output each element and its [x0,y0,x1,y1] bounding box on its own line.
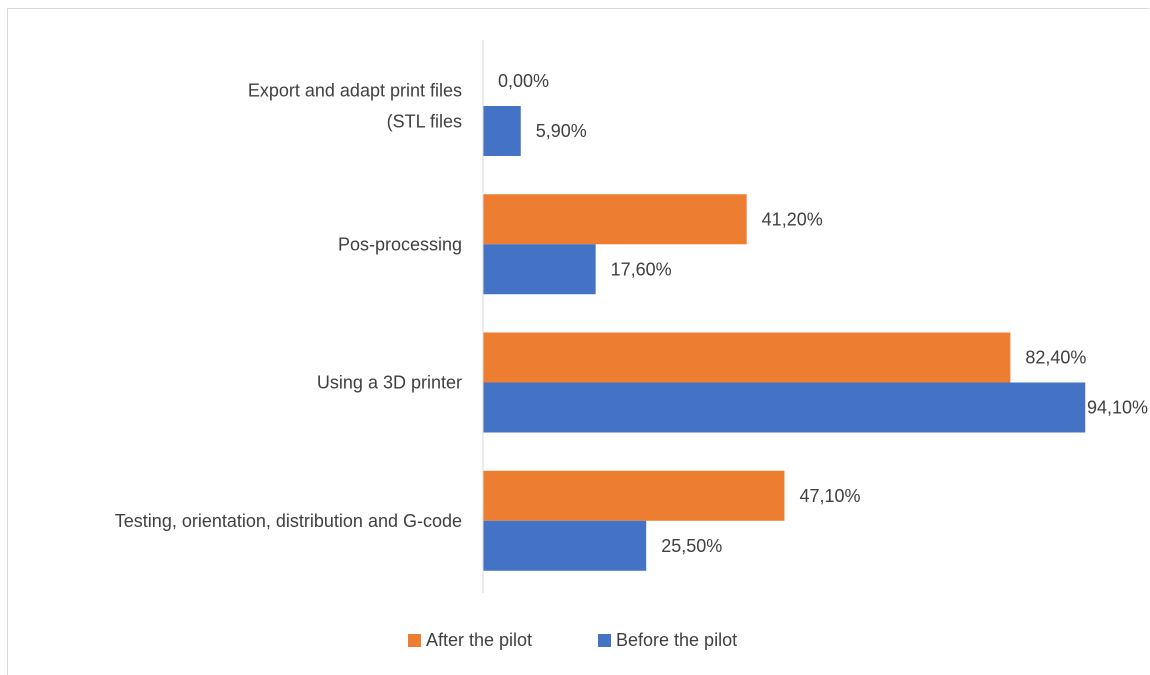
data-label: 17,60% [611,259,672,279]
bars [483,106,1086,571]
category-label: Pos-processing [338,234,462,254]
data-label: 82,40% [1025,348,1086,368]
bar [483,244,596,295]
category-label: Export and adapt print files [248,81,462,101]
legend-entry: After the pilot [426,630,532,650]
bar [483,332,1011,383]
bar [483,382,1086,433]
bar [483,194,747,245]
category-label: Using a 3D printer [317,373,462,393]
legend-swatch [598,634,611,647]
data-label: 94,10% [1087,398,1148,418]
bar [483,470,785,521]
data-label: 47,10% [799,486,860,506]
category-labels: Export and adapt print files (STL files Po… [115,81,462,531]
legend: After the pilot Before the pilot [408,630,737,650]
legend-swatch [408,634,421,647]
bar [483,106,521,156]
category-label: Testing, orientation, distribution and G… [115,511,462,531]
data-labels: 0,00% 5,90% 41,20% 17,60% 82,40% 94,10% 47,10%… [498,71,1148,556]
category-label: (STL files [387,112,462,132]
data-label: 41,20% [762,209,823,229]
data-label: 25,50% [661,536,722,556]
data-label: 5,90% [536,121,587,141]
chart-frame [7,8,1149,675]
data-label: 0,00% [498,71,549,91]
legend-entry: Before the pilot [616,630,737,650]
bar [483,520,647,571]
